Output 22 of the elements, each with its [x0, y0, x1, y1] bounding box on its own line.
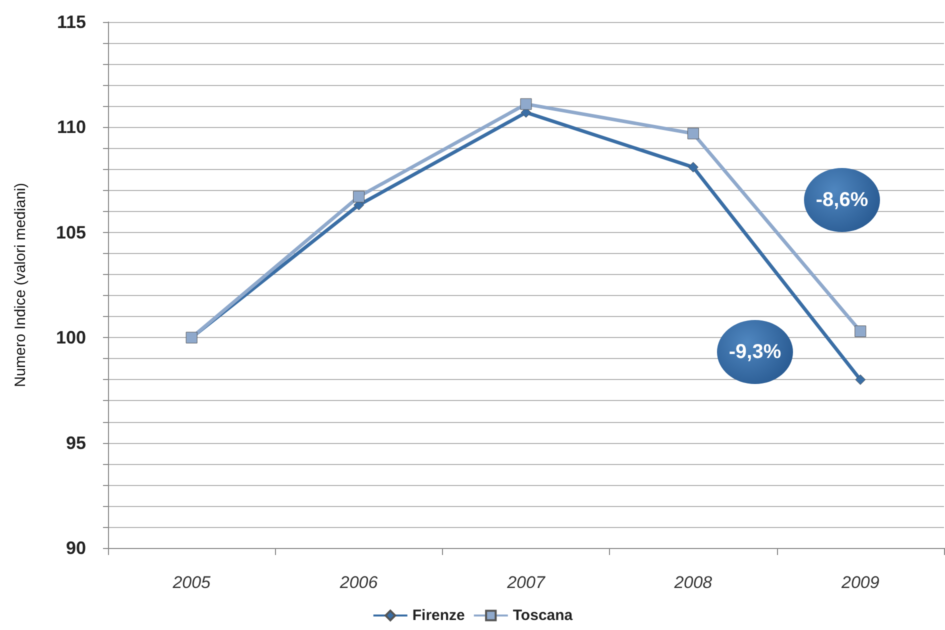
y-tick-label: 100 — [56, 328, 86, 348]
point — [688, 162, 698, 172]
annotation: -8,6% — [804, 168, 880, 232]
point — [854, 326, 866, 338]
annotation: -9,3% — [717, 320, 793, 384]
y-tick-label: 115 — [56, 12, 86, 32]
y-tick-label: 95 — [66, 432, 86, 453]
point — [353, 190, 365, 202]
point — [687, 128, 699, 140]
x-tick-label: 2007 — [506, 573, 546, 592]
x-tick-label: 2005 — [172, 573, 212, 592]
point — [855, 374, 866, 385]
y-tick-label: 105 — [56, 222, 86, 242]
y-axis-title: Numero Indice (valori mediani) — [12, 182, 29, 388]
legend-label: Firenze — [412, 607, 465, 624]
x-tick-label: 2006 — [338, 573, 378, 592]
point — [520, 98, 532, 110]
y-tick-label: 110 — [56, 117, 86, 138]
legend-label: Toscana — [512, 607, 574, 624]
x-tick-label: 2009 — [840, 573, 880, 592]
y-tick-label: 90 — [66, 538, 86, 558]
x-tick-label: 2008 — [673, 573, 713, 592]
